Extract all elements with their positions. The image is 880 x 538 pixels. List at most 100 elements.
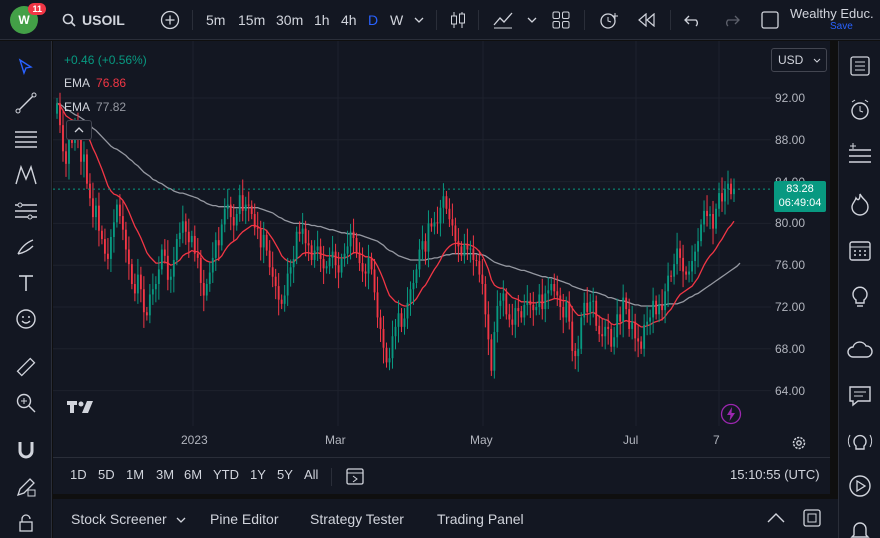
candle-down xyxy=(142,289,145,313)
timeframe-30m[interactable]: 30m xyxy=(276,12,304,28)
logo[interactable]: W 11 xyxy=(10,3,46,34)
ema-2-value: 77.82 xyxy=(96,100,127,114)
timeframe-w[interactable]: W xyxy=(390,12,404,28)
account-menu[interactable]: Wealthy Educ. Save xyxy=(790,6,880,32)
timeframe-dropdown[interactable] xyxy=(414,0,424,40)
fullscreen-button[interactable] xyxy=(760,0,780,40)
watchlist-button[interactable] xyxy=(845,51,875,81)
data-window-button[interactable] xyxy=(845,139,875,169)
ema-1-value: 76.86 xyxy=(96,76,127,90)
range-5y[interactable]: 5Y xyxy=(277,467,293,482)
zoom-tool[interactable] xyxy=(12,389,40,417)
range-5d[interactable]: 5D xyxy=(98,467,115,482)
candles-icon xyxy=(451,12,465,28)
chats-button[interactable] xyxy=(845,381,875,411)
redo-button[interactable] xyxy=(722,0,740,40)
candle-up xyxy=(643,324,646,349)
hotlists-button[interactable] xyxy=(845,189,875,219)
cursor-tool[interactable] xyxy=(12,53,40,81)
layout-button[interactable] xyxy=(552,0,570,40)
indicators-dropdown[interactable] xyxy=(527,0,537,40)
emoji-tool[interactable] xyxy=(12,305,40,333)
legend-ema-1[interactable]: EMA 76.86 xyxy=(64,76,126,90)
timeframe-1h[interactable]: 1h xyxy=(314,12,330,28)
range-3m[interactable]: 3M xyxy=(156,467,175,482)
undo-button[interactable] xyxy=(684,0,702,40)
tab-trading-panel[interactable]: Trading Panel xyxy=(437,511,524,527)
lock-drawing-tool[interactable] xyxy=(12,473,40,501)
candle-down xyxy=(721,193,723,202)
last-price: 83.28 xyxy=(786,183,814,195)
candle-down xyxy=(101,230,103,240)
projection-tool[interactable] xyxy=(12,197,40,225)
range-6m[interactable]: 6M xyxy=(184,467,203,482)
candle-down xyxy=(80,137,82,162)
range-all[interactable]: All xyxy=(304,467,319,482)
candle-down xyxy=(232,217,235,226)
magnet-tool[interactable] xyxy=(12,437,40,465)
candle-up xyxy=(214,240,217,258)
brush-tool[interactable] xyxy=(12,233,40,261)
range-1y[interactable]: 1Y xyxy=(250,467,266,482)
candle-up xyxy=(463,244,466,256)
help-button[interactable] xyxy=(845,427,875,457)
replay-button[interactable] xyxy=(638,0,656,40)
tab-stock-screener[interactable]: Stock Screener xyxy=(71,511,167,527)
pencil-lock-icon xyxy=(16,478,36,497)
save-label[interactable]: Save xyxy=(830,21,853,32)
tradingview-logo[interactable] xyxy=(67,399,99,415)
replay-panel-button[interactable] xyxy=(845,471,875,501)
tab-strategy-tester[interactable]: Strategy Tester xyxy=(310,511,404,527)
notifications-button[interactable] xyxy=(845,515,875,538)
settings-icon[interactable] xyxy=(791,435,807,451)
range-1m[interactable]: 1M xyxy=(126,467,145,482)
legend-ema-2[interactable]: EMA 77.82 xyxy=(64,100,126,114)
redo-icon xyxy=(726,15,740,27)
plus-circle-icon xyxy=(160,10,180,30)
chevron-down-icon[interactable] xyxy=(176,517,186,523)
price-chart[interactable] xyxy=(53,41,830,457)
timeframe-d[interactable]: D xyxy=(368,12,379,28)
symbol-search[interactable]: USOIL xyxy=(62,0,125,40)
candle-down xyxy=(65,151,67,164)
trend-line-tool[interactable] xyxy=(12,89,40,117)
clock[interactable]: 15:10:55 (UTC) xyxy=(730,467,820,482)
range-1d[interactable]: 1D xyxy=(70,467,87,482)
alerts-button[interactable] xyxy=(845,95,875,125)
streams-button[interactable] xyxy=(845,335,875,365)
chart-pane[interactable]: +0.46 (+0.56%) EMA 76.86 EMA 77.82 USD 92.… xyxy=(53,41,830,457)
candle-up xyxy=(550,284,553,291)
candle-up xyxy=(427,223,430,252)
chart-type-button[interactable] xyxy=(448,0,468,40)
lock-tool[interactable] xyxy=(12,509,40,537)
top-toolbar: W 11 USOIL 5m 15m 30m 1h 4h D W xyxy=(0,0,880,40)
candle-up xyxy=(181,221,184,233)
candle-down xyxy=(361,263,364,272)
collapse-legend-button[interactable] xyxy=(66,120,92,140)
projection-icon xyxy=(15,202,37,220)
chevron-up-icon[interactable] xyxy=(767,513,785,523)
pattern-tool[interactable] xyxy=(12,161,40,189)
text-tool[interactable] xyxy=(12,269,40,297)
timeframe-15m[interactable]: 15m xyxy=(238,12,266,28)
fib-tool[interactable] xyxy=(12,125,40,153)
add-symbol-button[interactable] xyxy=(160,0,180,40)
measure-tool[interactable] xyxy=(12,353,40,381)
alert-button[interactable] xyxy=(598,0,620,40)
timeframe-5m[interactable]: 5m xyxy=(206,12,226,28)
range-ytd[interactable]: YTD xyxy=(213,467,239,482)
goto-date-button[interactable] xyxy=(345,466,365,489)
notification-badge: 11 xyxy=(28,3,46,15)
candle-up xyxy=(658,304,661,315)
ideas-button[interactable] xyxy=(845,281,875,311)
currency-select[interactable]: USD xyxy=(771,48,827,72)
maximize-panel-icon[interactable] xyxy=(803,509,821,527)
calendar-button[interactable] xyxy=(845,235,875,265)
timeframe-4h[interactable]: 4h xyxy=(341,12,357,28)
lightning-icon[interactable] xyxy=(720,403,742,425)
candle-down xyxy=(199,257,202,283)
candle-up xyxy=(367,257,370,274)
indicators-button[interactable] xyxy=(492,0,514,40)
tab-pine-editor[interactable]: Pine Editor xyxy=(210,511,279,527)
candle-down xyxy=(92,198,94,218)
